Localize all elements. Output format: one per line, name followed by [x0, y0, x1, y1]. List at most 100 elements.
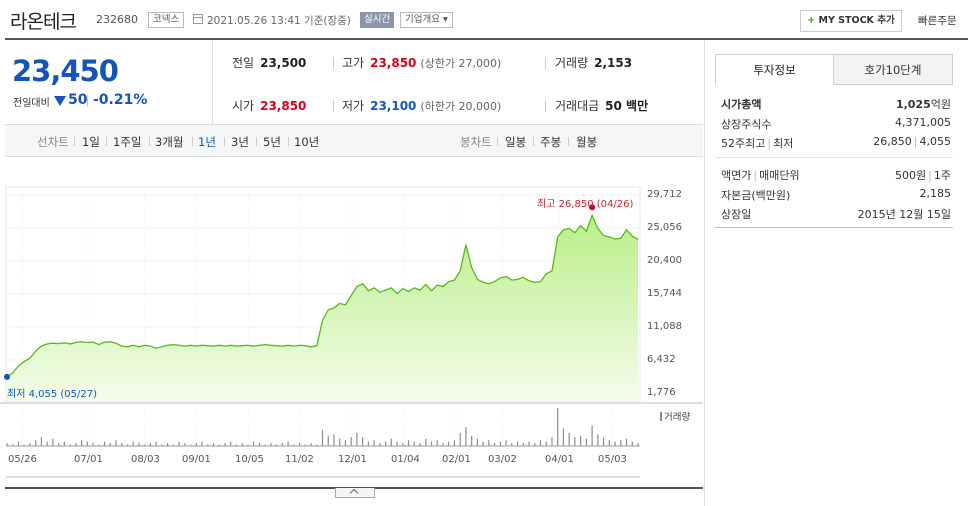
volume-bar	[339, 438, 341, 446]
volume-bar	[58, 443, 60, 446]
market-badge: 코넥스	[148, 12, 185, 28]
x-tick-label: 05/26	[8, 454, 37, 465]
add-my-stock-label: MY STOCK 추가	[818, 15, 895, 26]
current-price-panel: 23,450 전일대비 50 -0.21%	[5, 40, 213, 124]
volume-bar	[287, 441, 289, 446]
high-marker	[589, 204, 596, 211]
tab-3month[interactable]: 3개월	[155, 135, 184, 149]
company-info-dropdown[interactable]: 기업개요 ▾	[400, 12, 453, 28]
price-chart-svg	[0, 186, 703, 478]
volume-bar	[608, 440, 610, 446]
volume-bar	[29, 443, 31, 446]
tab-investment-info[interactable]: 투자정보	[715, 54, 834, 85]
volume-bar	[247, 444, 249, 446]
tab-divider	[149, 137, 150, 146]
volume-bar	[522, 443, 524, 446]
tab-line-chart[interactable]: 선차트	[37, 135, 69, 149]
tab-divider	[256, 137, 257, 146]
volume-bar	[602, 437, 605, 446]
tab-orderbook[interactable]: 호가10단계	[833, 54, 953, 85]
realtime-badge[interactable]: 실시간	[360, 12, 395, 28]
tab-10year[interactable]: 10년	[294, 135, 320, 149]
listing-date-row: 상장일 2015년 12월 15일	[721, 206, 951, 222]
52week-low: 4,055	[919, 135, 952, 148]
tab-1day[interactable]: 1일	[82, 135, 100, 149]
tab-daily[interactable]: 일봉	[505, 135, 527, 149]
volume-bar	[620, 440, 622, 446]
add-my-stock-button[interactable]: + MY STOCK 추가	[800, 10, 902, 32]
row-label: 매매단위	[759, 169, 800, 182]
stat-label: 거래량	[555, 56, 589, 70]
volume-bar	[321, 429, 324, 446]
volume-bar	[528, 441, 530, 446]
tab-5year[interactable]: 5년	[263, 135, 281, 149]
volume-bar	[562, 428, 565, 446]
volume-bar	[637, 443, 639, 446]
volume-bar	[155, 441, 157, 446]
row-label: 시가총액	[721, 98, 762, 111]
row-label: 최저	[773, 137, 794, 150]
volume-bar	[580, 435, 582, 446]
chart-period-tabs: 선차트 1일 1주일 3개월 1년 3년 5년 10년 봉차트 일봉 주봉 월봉	[5, 125, 703, 157]
volume-bar	[218, 444, 220, 446]
volume-bar	[121, 443, 123, 446]
volume-bar	[298, 443, 301, 446]
price-chart[interactable]: 29,712 25,056 20,400 15,744 11,088 6,432…	[0, 157, 703, 492]
stat-label: 저가	[342, 99, 365, 113]
volume-bar	[276, 444, 278, 446]
low-marker	[4, 373, 10, 380]
stats-divider	[5, 124, 703, 125]
tab-monthly[interactable]: 월봉	[576, 135, 598, 149]
x-tick-label: 03/02	[488, 454, 517, 465]
volume-bar	[425, 438, 427, 446]
volume-bar	[178, 441, 180, 446]
x-tick-label: 04/01	[545, 454, 574, 465]
stat-divider	[545, 100, 546, 112]
stat-volume: 거래량 2,153	[555, 54, 632, 71]
x-tick-label: 08/03	[131, 454, 160, 465]
tab-1week[interactable]: 1주일	[113, 135, 142, 149]
tab-weekly[interactable]: 주봉	[540, 135, 562, 149]
upper-limit: (상한가 27,000)	[420, 57, 502, 70]
volume-bar	[304, 444, 306, 446]
y-tick-label: 25,056	[647, 222, 682, 233]
volume-bar	[534, 443, 536, 446]
volume-bar	[316, 444, 318, 446]
stat-label: 고가	[342, 56, 365, 70]
panel-divider	[715, 157, 953, 158]
volume-bar	[184, 443, 186, 446]
tab-divider	[74, 137, 75, 146]
tab-candle-chart[interactable]: 봉차트	[460, 135, 492, 149]
stat-high: 고가 23,850 (상한가 27,000)	[342, 54, 501, 71]
tab-divider	[288, 137, 289, 146]
volume-bar	[224, 443, 226, 446]
stat-divider	[545, 57, 546, 69]
volume-bar	[453, 440, 456, 446]
tab-divider	[497, 137, 498, 146]
quick-order-link[interactable]: 빠른주문	[918, 15, 957, 27]
stat-divider	[333, 100, 334, 112]
volume-bar	[499, 441, 501, 446]
row-label: 52주최고	[721, 137, 766, 150]
listing-date-value: 2015년 12월 15일	[857, 208, 951, 221]
volume-bar	[293, 444, 295, 446]
volume-bar	[574, 437, 576, 446]
volume-bar	[23, 444, 25, 446]
collapse-chevron-up-icon[interactable]	[335, 488, 375, 498]
volume-bar	[390, 438, 392, 446]
volume-bar	[597, 434, 599, 446]
volume-bar	[212, 443, 215, 446]
tab-1year[interactable]: 1년	[198, 135, 216, 149]
change-divider	[87, 95, 88, 107]
tab-divider	[568, 137, 569, 146]
volume-bar	[367, 441, 369, 446]
volume-bar	[132, 441, 134, 446]
52week-row: 52주최고 | 최저 26,850 | 4,055	[721, 135, 952, 150]
volume-bar	[327, 435, 329, 446]
tab-3year[interactable]: 3년	[231, 135, 249, 149]
x-tick-label: 02/01	[442, 454, 471, 465]
volume-bar	[545, 441, 547, 446]
volume-bar	[516, 441, 519, 446]
stock-header: 라온테크 232680 코넥스 2021.05.26 13:41 기준(장중) …	[0, 0, 973, 38]
stat-label: 전일	[232, 56, 255, 70]
